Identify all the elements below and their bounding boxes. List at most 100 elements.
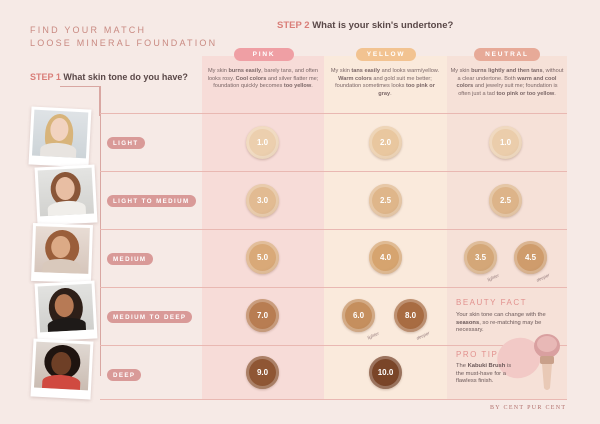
swatch-1-0-neutral: 1.0 <box>489 126 522 159</box>
desc-text: and looks warm/yellow. <box>380 68 440 74</box>
swatch-10-0: 10.0 <box>369 356 402 389</box>
swatch-value: 5.0 <box>256 253 269 262</box>
swatch-value: 3.0 <box>256 196 269 205</box>
swatch-3-5: 3.5 <box>464 241 497 274</box>
column-label-yellow: YELLOW <box>356 48 416 61</box>
bf-text-bold: seasons <box>456 319 480 326</box>
swatch-value: 2.5 <box>499 196 512 205</box>
pt-text-bold: Kabuki Brush <box>467 363 506 369</box>
swatch-2-5: 2.5 <box>369 184 402 217</box>
step1-prefix: STEP 1 <box>30 72 61 82</box>
desc-bold: too yellow <box>283 83 312 90</box>
step2-prefix: STEP 2 <box>277 20 310 31</box>
tone-label-medium: MEDIUM <box>107 253 153 265</box>
row-divider <box>100 171 567 172</box>
desc-bold: warm and cool colors <box>456 75 557 90</box>
portrait-medium-to-deep <box>34 280 98 342</box>
portrait-medium <box>31 222 93 284</box>
tone-label-medium-to-deep: MEDIUM TO DEEP <box>107 311 193 323</box>
desc-bold: Cool colors <box>235 75 267 82</box>
page-title-line1: FIND YOUR MATCH <box>30 25 147 35</box>
row-divider <box>100 345 567 346</box>
row-divider <box>100 229 567 230</box>
swatch-value: 8.0 <box>404 311 417 320</box>
shoulders-shape <box>42 258 81 274</box>
desc-text: . <box>390 90 392 97</box>
pt-text-part: is the must-have for a flawless finish. <box>456 363 512 385</box>
swatch-2-5-neutral: 2.5 <box>489 184 522 217</box>
desc-bold: too pink or too yellow <box>496 90 555 97</box>
desc-text: . <box>311 83 313 90</box>
kabuki-brush-icon <box>534 334 560 390</box>
pro-tip-text: The Kabuki Brush is the must-have for a … <box>456 363 520 386</box>
swatch-1-0: 1.0 <box>246 126 279 159</box>
swatch-value: 4.0 <box>379 253 392 262</box>
desc-bold: burns lightly and then tans <box>471 68 543 74</box>
step2-heading: STEP 2 What is your skin's undertone? <box>277 20 453 31</box>
portrait-light <box>28 106 92 168</box>
column-yellow-background <box>324 56 447 399</box>
beauty-fact-text: Your skin tone can change with the seaso… <box>456 312 566 335</box>
page-title: FIND YOUR MATCH LOOSE MINERAL FOUNDATION <box>30 24 217 49</box>
step1-question: What skin tone do you have? <box>63 72 188 82</box>
desc-text: , without a clear undertone. Both <box>457 68 564 82</box>
column-desc-yellow: My skin tans easily and looks warm/yello… <box>328 68 442 98</box>
row-divider <box>100 113 567 114</box>
brand-footer: BY CENT PUR CENT <box>490 405 567 411</box>
column-desc-neutral: My skin burns lightly and then tans, wit… <box>450 68 564 98</box>
swatch-value: 2.5 <box>379 196 392 205</box>
desc-bold: burns easily <box>228 68 262 74</box>
swatch-5-0: 5.0 <box>246 241 279 274</box>
bf-text-part: Your skin tone can change with the <box>456 312 546 318</box>
page-title-line2: LOOSE MINERAL FOUNDATION <box>30 37 218 48</box>
swatch-4-0: 4.0 <box>369 241 402 274</box>
swatch-9-0: 9.0 <box>246 356 279 389</box>
column-pink-background <box>202 56 324 399</box>
desc-bold: too pink or gray <box>378 83 435 97</box>
swatch-value: 1.0 <box>499 138 512 147</box>
column-label-pink: PINK <box>234 48 294 61</box>
row-divider <box>100 287 567 288</box>
desc-text: My skin <box>330 68 352 74</box>
tone-label-deep: DEEP <box>107 369 142 381</box>
shoulders-shape <box>47 316 87 332</box>
swatch-4-5: 4.5 <box>514 241 547 274</box>
swatch-8-0: 8.0 <box>394 299 427 332</box>
swatch-value: 3.5 <box>474 253 487 262</box>
swatch-2-0: 2.0 <box>369 126 402 159</box>
swatch-value: 7.0 <box>256 311 269 320</box>
swatch-3-0: 3.0 <box>246 184 279 217</box>
pt-text-part: The <box>456 363 468 369</box>
column-desc-pink: My skin burns easily, barely tans, and o… <box>206 68 320 91</box>
tone-label-light-to-medium: LIGHT TO MEDIUM <box>107 195 196 207</box>
swatch-6-0: 6.0 <box>342 299 375 332</box>
swatch-value: 9.0 <box>256 368 269 377</box>
swatch-value: 4.5 <box>524 253 537 262</box>
desc-text: and silver flatter me; foundation quickl… <box>213 75 319 90</box>
desc-bold: tans easily <box>351 68 381 74</box>
desc-text: , barely tans, and often looks rosy. <box>207 68 319 82</box>
desc-text: and jewelry suit me; foundation is often… <box>458 83 558 97</box>
shoulders-shape <box>47 199 87 216</box>
bf-text-part: , so re-matching may be necessary. <box>456 319 542 334</box>
step2-question: What is your skin's undertone? <box>312 20 454 31</box>
desc-text: My skin <box>207 68 229 74</box>
desc-bold: Warm colors <box>338 75 372 82</box>
swatch-value: 10.0 <box>377 368 394 377</box>
beauty-fact-title: BEAUTY FACT <box>456 298 528 307</box>
row-divider <box>100 399 567 400</box>
portrait-deep <box>30 338 94 400</box>
portrait-light-to-medium <box>34 164 98 226</box>
swatch-value: 1.0 <box>256 138 269 147</box>
swatch-value: 2.0 <box>379 138 392 147</box>
step1-vertical-line <box>99 86 101 376</box>
swatch-7-0: 7.0 <box>246 299 279 332</box>
step1-heading: STEP 1 What skin tone do you have? <box>30 72 188 82</box>
desc-text: and gold suit me better; foundation some… <box>335 75 432 90</box>
desc-text: My skin <box>450 68 472 74</box>
desc-text: . <box>554 90 556 97</box>
column-label-neutral: NEUTRAL <box>474 48 540 61</box>
shoulders-shape <box>41 373 81 390</box>
swatch-value: 6.0 <box>352 311 365 320</box>
tone-label-light: LIGHT <box>107 137 145 149</box>
